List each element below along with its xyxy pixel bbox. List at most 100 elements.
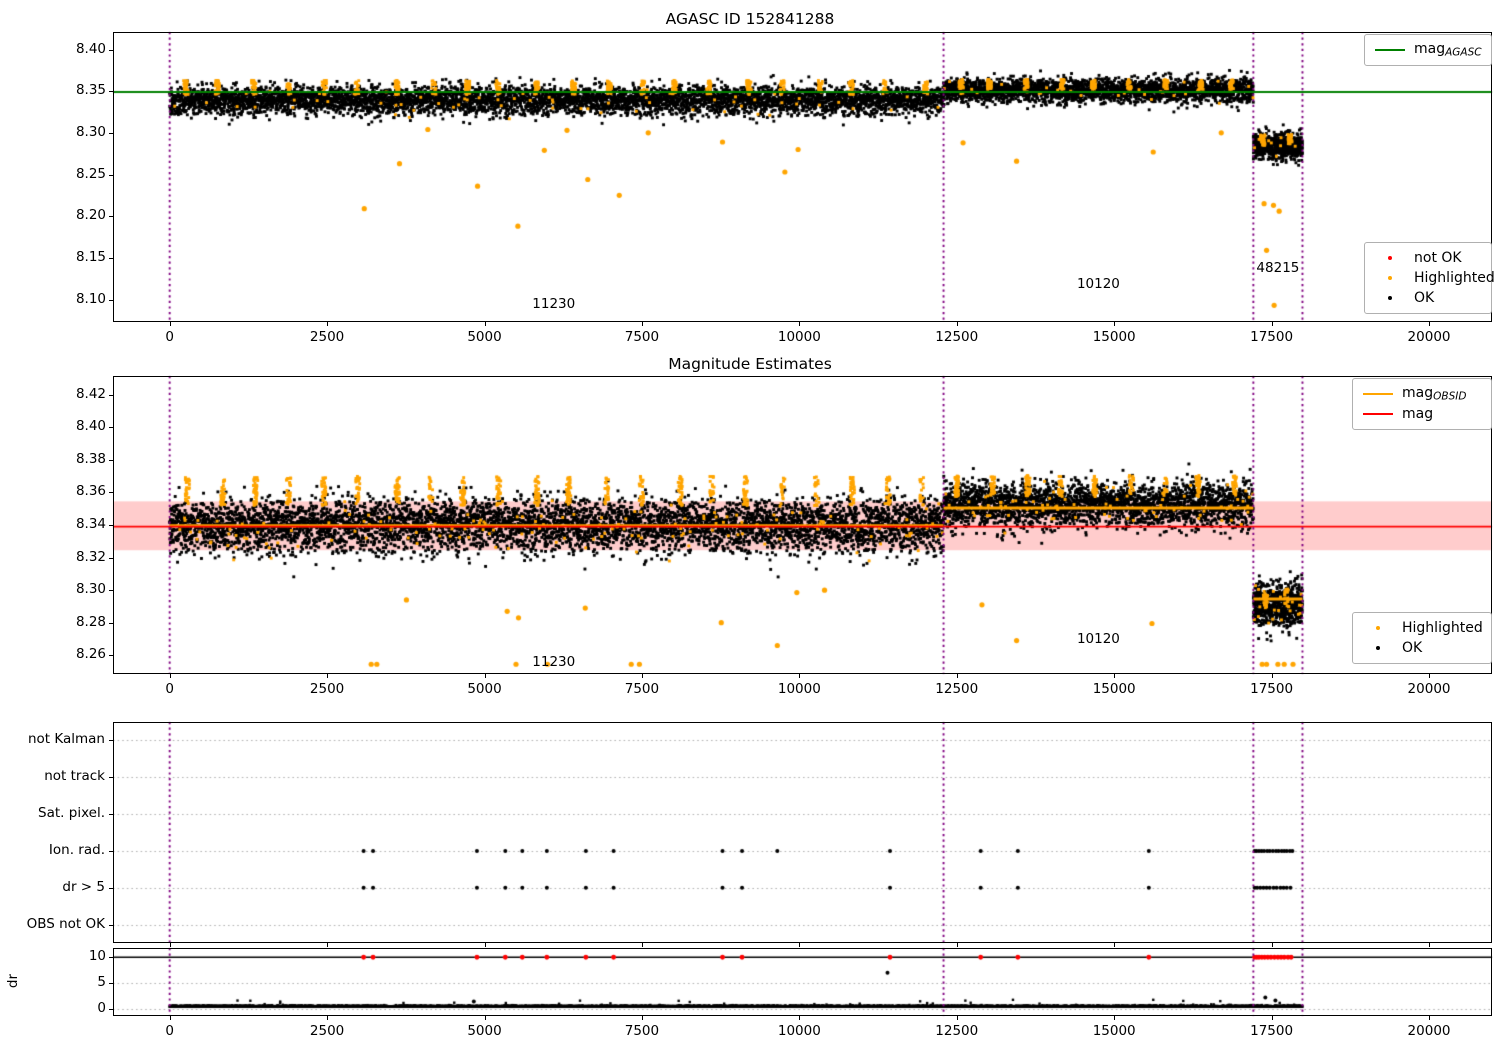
x-tick-mark [799, 943, 801, 947]
dr-tick-label: 0 [97, 999, 106, 1016]
y-tick-mark [109, 1008, 113, 1010]
y-tick-mark [109, 590, 113, 592]
y-tick-mark [109, 91, 113, 93]
y-tick-mark [109, 983, 113, 985]
x-tick-label: 12500 [935, 1023, 979, 1039]
x-tick-mark [641, 1016, 643, 1020]
flag-row-label: not Kalman [27, 731, 105, 748]
legend-entry[interactable]: mag [1361, 404, 1483, 424]
y-tick-mark [109, 814, 113, 816]
panel3-flags-axes-frame [113, 722, 1492, 943]
y-tick-label: 8.34 [75, 516, 106, 532]
x-tick-mark [484, 943, 486, 947]
obsid-annotation: 10120 [1076, 276, 1120, 293]
x-tick-label: 15000 [1092, 1023, 1136, 1039]
x-tick-mark [327, 674, 329, 678]
x-tick-mark [956, 943, 958, 947]
y-tick-label: 8.30 [75, 123, 106, 140]
y-tick-mark [109, 957, 113, 959]
panel1-axes-frame [113, 32, 1492, 322]
x-tick-mark [799, 322, 801, 326]
y-tick-mark [109, 924, 113, 926]
y-tick-mark [109, 740, 113, 742]
x-tick-label: 17500 [1250, 329, 1294, 345]
x-tick-label: 2500 [309, 1023, 345, 1039]
x-tick-mark [799, 1016, 801, 1020]
legend-entry[interactable]: magOBSID [1361, 384, 1483, 404]
legend-dot-swatch [1373, 256, 1407, 260]
legend-label: OK [1414, 290, 1435, 306]
x-tick-label: 20000 [1407, 1023, 1451, 1039]
x-tick-mark [1114, 1016, 1116, 1020]
legend-line-swatch [1373, 48, 1407, 52]
flag-row-label: Ion. rad. [48, 841, 105, 858]
x-tick-mark [327, 943, 329, 947]
dr-tick-label: 5 [97, 974, 106, 991]
panel1-plot-canvas [0, 0, 1500, 350]
y-tick-mark [109, 216, 113, 218]
y-tick-label: 8.42 [75, 385, 106, 402]
x-tick-mark [484, 674, 486, 678]
y-tick-mark [109, 459, 113, 461]
legend-entry[interactable]: magAGASC [1373, 40, 1483, 60]
x-tick-mark [169, 1016, 171, 1020]
x-tick-mark [956, 1016, 958, 1020]
y-tick-label: 8.25 [75, 165, 106, 182]
y-tick-label: 8.32 [75, 548, 106, 565]
y-tick-mark [109, 655, 113, 657]
x-tick-mark [169, 322, 171, 326]
y-tick-label: 8.26 [75, 646, 106, 663]
legend-label: Highlighted [1402, 620, 1483, 636]
legend-line-swatch [1361, 392, 1395, 396]
x-tick-label: 5000 [467, 329, 502, 345]
y-tick-mark [109, 49, 113, 51]
y-tick-mark [109, 427, 113, 429]
y-tick-label: 8.36 [75, 483, 106, 500]
panel-magnitude-raw: AGASC ID 152841288 025005000750010000125… [0, 0, 1500, 350]
x-tick-label: 10000 [777, 1023, 821, 1039]
legend-label: not OK [1414, 250, 1462, 266]
x-tick-label: 0 [165, 329, 174, 345]
x-tick-mark [169, 674, 171, 678]
y-tick-label: 8.15 [75, 248, 106, 265]
y-tick-label: 8.40 [75, 418, 106, 435]
x-tick-mark [1271, 1016, 1273, 1020]
x-tick-mark [1271, 322, 1273, 326]
y-tick-label: 8.40 [75, 40, 106, 57]
panel2-axes-frame [113, 376, 1492, 674]
legend-entry[interactable]: OK [1373, 288, 1483, 308]
legend-line-swatch [1361, 412, 1395, 416]
x-tick-mark [1429, 322, 1431, 326]
obsid-annotation: 10120 [1076, 630, 1120, 647]
legend-entry[interactable]: OK [1361, 638, 1483, 658]
panel2-legend-markers[interactable]: Highlighted OK [1352, 612, 1492, 664]
panel2-legend-lines[interactable]: magOBSID mag [1352, 378, 1492, 430]
panel1-legend-markers[interactable]: not OK Highlighted OK [1364, 242, 1495, 314]
y-tick-mark [109, 622, 113, 624]
legend-label: OK [1402, 640, 1423, 656]
x-tick-mark [169, 943, 171, 947]
x-tick-mark [1114, 943, 1116, 947]
y-tick-mark [109, 850, 113, 852]
y-tick-mark [109, 299, 113, 301]
x-tick-label: 5000 [467, 681, 502, 697]
y-tick-label: 8.38 [75, 450, 106, 467]
panel3-dr-axes-frame [113, 948, 1492, 1016]
x-tick-label: 5000 [467, 1023, 502, 1039]
dr-axis-label: dr [5, 973, 21, 989]
dr-tick-label: 10 [88, 948, 106, 965]
panel1-legend-lines[interactable]: magAGASC [1364, 34, 1492, 66]
flag-row-label: not track [44, 768, 105, 785]
x-tick-label: 17500 [1250, 681, 1294, 697]
legend-dot-swatch [1373, 296, 1407, 300]
legend-entry[interactable]: not OK [1373, 248, 1483, 268]
x-tick-mark [484, 322, 486, 326]
x-tick-mark [1271, 674, 1273, 678]
x-tick-label: 7500 [624, 681, 660, 697]
panel-magnitude-estimates: Magnitude Estimates 02500500075001000012… [0, 350, 1500, 700]
legend-entry[interactable]: Highlighted [1373, 268, 1495, 288]
x-tick-label: 12500 [935, 681, 979, 697]
x-tick-label: 10000 [777, 681, 821, 697]
legend-entry[interactable]: Highlighted [1361, 618, 1483, 638]
